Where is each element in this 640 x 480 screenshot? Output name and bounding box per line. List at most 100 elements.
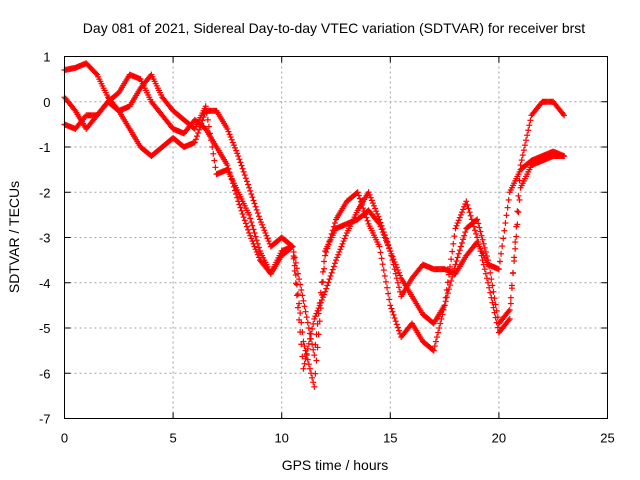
data-point-marker — [300, 365, 307, 372]
data-point-marker — [291, 262, 298, 269]
data-point-marker — [384, 284, 391, 291]
data-point-marker — [354, 189, 361, 196]
data-point-marker — [300, 338, 307, 345]
data-point-marker — [454, 254, 461, 261]
data-point-marker — [451, 233, 458, 240]
data-point-marker — [250, 197, 257, 204]
data-point-marker — [498, 250, 505, 257]
data-point-marker — [379, 229, 386, 236]
data-point-marker — [311, 383, 318, 390]
data-point-marker — [520, 147, 527, 154]
data-point-marker — [485, 257, 492, 264]
data-point-marker — [265, 238, 272, 245]
data-point-marker — [435, 329, 442, 336]
data-point-marker — [395, 284, 402, 291]
data-point-marker — [325, 279, 332, 286]
data-point-marker — [495, 266, 502, 273]
data-point-marker — [481, 244, 488, 251]
data-point-marker — [512, 245, 519, 252]
data-point-marker — [253, 248, 260, 255]
data-point-marker — [233, 191, 240, 198]
data-point-marker — [328, 269, 335, 276]
data-point-marker — [224, 125, 231, 132]
data-point-marker — [513, 223, 520, 230]
data-point-marker — [330, 263, 337, 270]
data-point-marker — [303, 352, 310, 359]
data-point-marker — [468, 216, 475, 223]
data-point-marker — [225, 165, 232, 172]
data-point-marker — [337, 246, 344, 253]
data-point-marker — [251, 243, 258, 250]
data-point-marker — [476, 224, 483, 231]
y-tick-label: 1 — [43, 50, 50, 65]
data-point-marker — [319, 268, 326, 275]
data-point-marker — [507, 294, 514, 301]
data-point-marker — [289, 243, 296, 250]
data-point-marker — [234, 150, 241, 157]
data-point-marker — [301, 303, 308, 310]
data-point-marker — [447, 263, 454, 270]
data-point-marker — [385, 242, 392, 249]
data-point-marker — [303, 314, 310, 321]
data-point-marker — [461, 203, 468, 210]
data-point-marker — [299, 292, 306, 299]
data-point-marker — [478, 252, 485, 259]
x-tick-label: 10 — [274, 431, 288, 446]
y-tick-label: -2 — [39, 185, 51, 200]
data-point-marker — [382, 237, 389, 244]
x-tick-label: 15 — [383, 431, 397, 446]
data-point-marker — [524, 132, 531, 139]
data-point-marker — [298, 286, 305, 293]
data-point-marker — [479, 236, 486, 243]
data-point-marker — [224, 162, 231, 169]
data-point-marker — [492, 301, 499, 308]
data-point-marker — [505, 317, 512, 324]
data-point-marker — [392, 261, 399, 268]
data-point-marker — [243, 178, 250, 185]
data-point-marker — [521, 142, 528, 149]
data-point-marker — [492, 314, 499, 321]
data-point-marker — [314, 307, 321, 314]
data-point-marker — [506, 315, 513, 322]
data-point-marker — [496, 258, 503, 265]
data-point-marker — [380, 231, 387, 238]
data-point-marker — [512, 239, 519, 246]
data-point-marker — [443, 286, 450, 293]
data-point-marker — [473, 217, 480, 224]
data-point-marker — [436, 325, 443, 331]
data-point-marker — [331, 220, 338, 227]
y-tick-label: -6 — [39, 366, 51, 381]
data-point-marker — [336, 248, 343, 255]
data-point-marker — [239, 165, 246, 172]
data-point-marker — [311, 315, 318, 322]
data-point-marker — [493, 319, 500, 326]
data-point-marker — [368, 197, 375, 204]
data-point-marker — [393, 264, 400, 271]
data-point-marker — [250, 226, 257, 233]
data-point-marker — [378, 255, 385, 262]
data-point-marker — [298, 319, 305, 326]
data-point-marker — [393, 321, 400, 328]
data-point-marker — [232, 144, 239, 151]
data-point-marker — [454, 220, 461, 227]
data-point-marker — [296, 276, 303, 283]
data-point-marker — [489, 282, 496, 289]
data-point-marker — [491, 309, 498, 316]
data-point-marker — [316, 318, 323, 325]
data-point-marker — [376, 243, 383, 250]
data-point-marker — [340, 238, 347, 245]
data-point-marker — [372, 205, 379, 212]
data-point-marker — [321, 258, 328, 265]
data-point-marker — [359, 201, 366, 208]
data-point-marker — [322, 252, 329, 259]
data-point-marker — [461, 232, 468, 239]
data-point-marker — [390, 256, 397, 263]
data-point-marker — [258, 219, 265, 226]
y-tick-label: -7 — [39, 412, 51, 427]
data-point-marker — [288, 242, 295, 249]
data-point-marker — [440, 306, 447, 313]
data-point-marker — [292, 259, 299, 266]
data-point-marker — [486, 263, 493, 270]
data-point-marker — [229, 180, 236, 187]
data-point-marker — [326, 238, 333, 245]
